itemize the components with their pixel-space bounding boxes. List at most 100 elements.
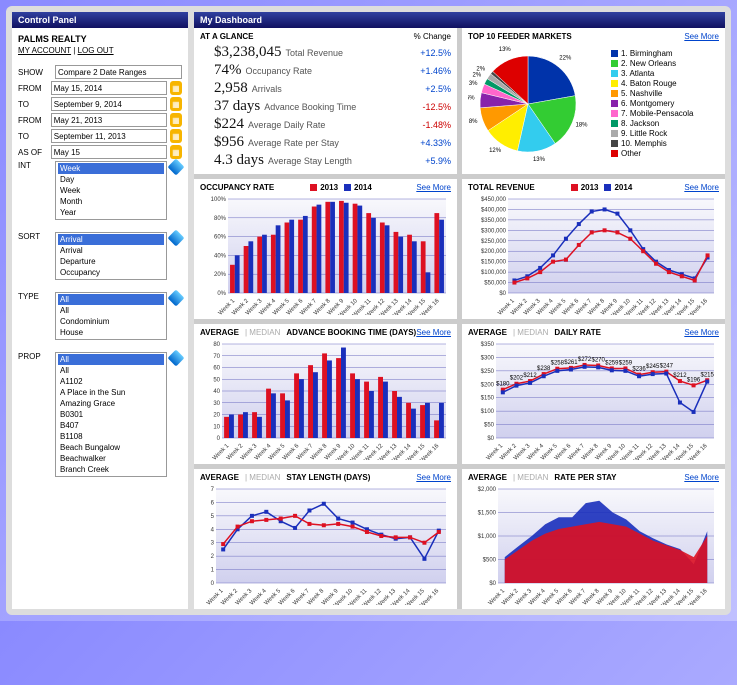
from2-input[interactable] [51,113,167,127]
control-panel-body: PALMS REALTY MY ACCOUNT | LOG OUT SHOW F… [12,28,188,485]
prop-select[interactable]: AllAllA1102A Place in the SunAmazing Gra… [55,352,167,477]
svg-text:$1,000: $1,000 [478,534,497,540]
to2-input[interactable] [51,129,167,143]
svg-text:80: 80 [213,342,220,348]
daily-tab-avg[interactable]: AVERAGE [468,328,507,337]
staylen-subtitle: STAY LENGTH (DAYS) [286,473,370,482]
staylen-tab-med[interactable]: | MEDIAN [245,473,280,482]
feeder-title: TOP 10 FEEDER MARKETS [468,32,572,41]
svg-text:0%: 0% [217,291,226,297]
ratestay-tab-avg[interactable]: AVERAGE [468,473,507,482]
asof-label: AS OF [18,148,48,157]
help-icon[interactable] [168,159,185,176]
staylen-chart: 01234567Week 1Week 2Week 3Week 4Week 5We… [200,485,450,605]
calendar-icon[interactable]: ▦ [170,81,182,95]
calendar-icon[interactable]: ▦ [170,145,182,159]
svg-text:$350,000: $350,000 [481,218,507,224]
prop-label: PROP [18,352,52,361]
svg-text:$215: $215 [701,372,715,378]
int-label: INT [18,161,52,170]
ratestay-card: AVERAGE | MEDIAN RATE PER STAY See More … [462,469,725,609]
show-input[interactable] [55,65,182,79]
occupancy-title: OCCUPANCY RATE [200,183,274,192]
svg-text:$200: $200 [481,382,495,388]
svg-text:13%: 13% [499,47,512,53]
svg-text:$247: $247 [660,364,674,370]
legend-2013: 2013 [320,183,338,192]
svg-text:20: 20 [213,413,220,419]
svg-text:8%: 8% [469,119,478,125]
account-links: MY ACCOUNT | LOG OUT [18,46,182,55]
svg-text:3: 3 [211,541,215,547]
at-a-glance-card: AT A GLANCE % Change $3,238,045Total Rev… [194,28,457,174]
see-more-link[interactable]: See More [416,328,451,337]
type-select[interactable]: AllAllCondominiumHouse [55,292,167,340]
asof-input[interactable] [51,145,167,159]
advance-chart: 01020304050607080Week 1Week 2Week 3Week … [200,340,450,460]
see-more-link[interactable]: See More [684,32,719,41]
svg-text:$196: $196 [687,377,701,383]
svg-text:$2,000: $2,000 [478,487,497,493]
advance-tab-avg[interactable]: AVERAGE [200,328,239,337]
dashboard-header: My Dashboard [194,12,725,28]
svg-text:$350: $350 [481,342,495,348]
feeder-legend: 1. Birmingham2. New Orleans3. Atlanta4. … [611,49,693,159]
my-account-link[interactable]: MY ACCOUNT [18,46,71,55]
svg-text:3%: 3% [469,81,478,87]
logout-link[interactable]: LOG OUT [78,46,114,55]
svg-text:$100,000: $100,000 [481,270,507,276]
svg-text:0: 0 [217,436,221,442]
staylen-tab-avg[interactable]: AVERAGE [200,473,239,482]
help-icon[interactable] [168,350,185,367]
daily-tab-med[interactable]: | MEDIAN [513,328,548,337]
svg-text:$0: $0 [499,291,506,297]
help-icon[interactable] [168,230,185,247]
svg-text:$50: $50 [484,423,495,429]
svg-text:$1,500: $1,500 [478,511,497,517]
svg-text:$238: $238 [537,366,551,372]
svg-text:$400,000: $400,000 [481,207,507,213]
see-more-link[interactable]: See More [416,183,451,192]
help-icon[interactable] [168,290,185,307]
svg-text:$450,000: $450,000 [481,197,507,203]
ratestay-chart: $0$500$1,000$1,500$2,000Week 1Week 2Week… [468,485,718,605]
occupancy-card: OCCUPANCY RATE 2013 2014 See More 0%20%4… [194,179,457,319]
calendar-icon[interactable]: ▦ [170,129,182,143]
app-root: Control Panel PALMS REALTY MY ACCOUNT | … [6,6,731,615]
see-more-link[interactable]: See More [684,473,719,482]
see-more-link[interactable]: See More [416,473,451,482]
svg-text:2%: 2% [473,73,482,79]
legend-2013: 2013 [581,183,599,192]
revenue-chart: $0$50,000$100,000$150,000$200,000$250,00… [468,195,718,315]
dashboard: My Dashboard AT A GLANCE % Change $3,238… [194,12,725,609]
glance-chg-header: % Change [414,32,451,41]
see-more-link[interactable]: See More [684,183,719,192]
svg-text:40: 40 [213,389,220,395]
svg-text:$300,000: $300,000 [481,228,507,234]
svg-text:18%: 18% [575,122,588,128]
from1-label: FROM [18,84,48,93]
svg-text:$180: $180 [496,382,510,388]
calendar-icon[interactable]: ▦ [170,97,182,111]
to1-input[interactable] [51,97,167,111]
svg-text:2: 2 [211,554,215,560]
sort-select[interactable]: ArrivalArrivalDepartureOccupancy [55,232,167,280]
svg-text:40%: 40% [214,253,227,259]
svg-text:$0: $0 [489,581,496,587]
svg-text:80%: 80% [214,216,227,222]
svg-text:$200,000: $200,000 [481,249,507,255]
from1-input[interactable] [51,81,167,95]
control-panel-header: Control Panel [12,12,188,28]
see-more-link[interactable]: See More [684,328,719,337]
svg-text:$270: $270 [592,357,606,363]
svg-text:$259: $259 [605,360,619,366]
svg-text:$212: $212 [673,373,687,379]
svg-text:4: 4 [211,527,215,533]
svg-text:$100: $100 [481,409,495,415]
svg-text:$258: $258 [551,361,565,367]
svg-text:$500: $500 [483,558,497,564]
advance-tab-med[interactable]: | MEDIAN [245,328,280,337]
int-select[interactable]: WeekDayWeekMonthYear [55,161,167,220]
calendar-icon[interactable]: ▦ [170,113,182,127]
ratestay-tab-med[interactable]: | MEDIAN [513,473,548,482]
